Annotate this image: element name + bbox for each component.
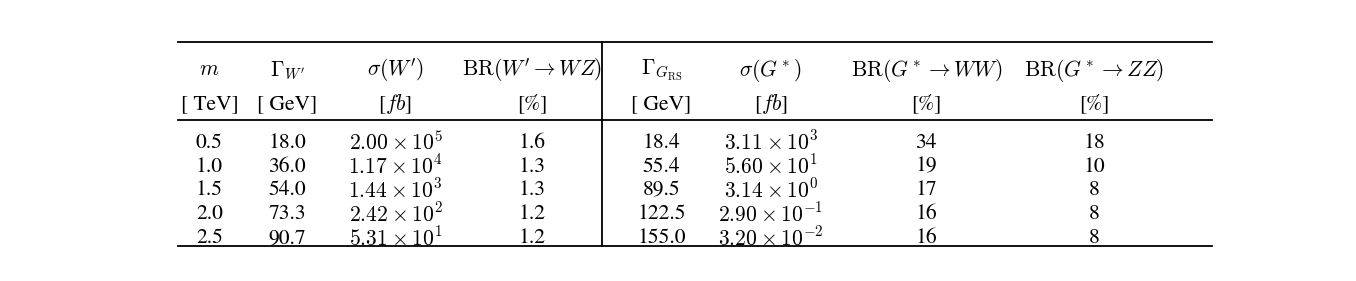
Text: 55.4: 55.4 bbox=[643, 157, 681, 177]
Text: 1.5: 1.5 bbox=[195, 181, 222, 200]
Text: 8: 8 bbox=[1089, 181, 1100, 200]
Text: 89.5: 89.5 bbox=[643, 181, 681, 200]
Text: [ GeV]: [ GeV] bbox=[258, 94, 317, 114]
Text: 18: 18 bbox=[1083, 133, 1105, 153]
Text: $m$: $m$ bbox=[199, 61, 220, 80]
Text: 2.5: 2.5 bbox=[197, 228, 222, 248]
Text: $1.17\times10^{4}$: $1.17\times10^{4}$ bbox=[348, 155, 442, 179]
Text: 54.0: 54.0 bbox=[268, 181, 306, 200]
Text: $5.31\times10^{1}$: $5.31\times10^{1}$ bbox=[348, 226, 442, 250]
Text: 155.0: 155.0 bbox=[637, 228, 686, 248]
Text: 17: 17 bbox=[915, 181, 937, 200]
Text: [%]: [%] bbox=[911, 94, 941, 114]
Text: 1.6: 1.6 bbox=[518, 133, 545, 153]
Text: 73.3: 73.3 bbox=[268, 205, 306, 224]
Text: 1.2: 1.2 bbox=[518, 205, 545, 224]
Text: [ GeV]: [ GeV] bbox=[631, 94, 692, 114]
Text: 0.5: 0.5 bbox=[197, 133, 222, 153]
Text: 2.0: 2.0 bbox=[197, 205, 222, 224]
Text: 1.3: 1.3 bbox=[518, 157, 545, 177]
Text: 122.5: 122.5 bbox=[637, 205, 686, 224]
Text: 16: 16 bbox=[915, 205, 937, 224]
Text: [%]: [%] bbox=[517, 94, 548, 114]
Text: [$fb$]: [$fb$] bbox=[754, 92, 788, 116]
Text: 1.0: 1.0 bbox=[195, 157, 222, 177]
Text: $1.44\times10^{3}$: $1.44\times10^{3}$ bbox=[348, 179, 442, 202]
Text: $\Gamma_{W^{\prime}}$: $\Gamma_{W^{\prime}}$ bbox=[270, 60, 305, 81]
Text: $\Gamma_{G_{\mathrm{RS}}}$: $\Gamma_{G_{\mathrm{RS}}}$ bbox=[640, 58, 682, 83]
Text: 8: 8 bbox=[1089, 228, 1100, 248]
Text: 18.4: 18.4 bbox=[643, 133, 681, 153]
Text: 34: 34 bbox=[915, 133, 937, 153]
Text: $5.60\times10^{1}$: $5.60\times10^{1}$ bbox=[724, 155, 818, 179]
Text: $3.20\times10^{-2}$: $3.20\times10^{-2}$ bbox=[717, 226, 823, 250]
Text: 10: 10 bbox=[1083, 157, 1105, 177]
Text: 1.2: 1.2 bbox=[518, 228, 545, 248]
Text: $\mathrm{BR}(G^* \to WW)$: $\mathrm{BR}(G^* \to WW)$ bbox=[850, 57, 1002, 84]
Text: $2.90\times10^{-1}$: $2.90\times10^{-1}$ bbox=[719, 203, 823, 226]
Text: $2.42\times10^{2}$: $2.42\times10^{2}$ bbox=[348, 203, 442, 226]
Text: $\mathrm{BR}(W^{\prime} \to WZ)$: $\mathrm{BR}(W^{\prime} \to WZ)$ bbox=[462, 57, 602, 84]
Text: $\sigma(W^{\prime})$: $\sigma(W^{\prime})$ bbox=[367, 57, 424, 84]
Text: [ TeV]: [ TeV] bbox=[180, 94, 239, 114]
Text: 18.0: 18.0 bbox=[268, 133, 306, 153]
Text: $3.14\times10^{0}$: $3.14\times10^{0}$ bbox=[724, 179, 818, 202]
Text: 1.3: 1.3 bbox=[518, 181, 545, 200]
Text: 90.7: 90.7 bbox=[268, 228, 306, 248]
Text: 16: 16 bbox=[915, 228, 937, 248]
Text: $3.11\times10^{3}$: $3.11\times10^{3}$ bbox=[724, 131, 818, 155]
Text: [$fb$]: [$fb$] bbox=[378, 92, 412, 116]
Text: 36.0: 36.0 bbox=[268, 157, 306, 177]
Text: [%]: [%] bbox=[1079, 94, 1109, 114]
Text: $\mathrm{BR}(G^* \to ZZ)$: $\mathrm{BR}(G^* \to ZZ)$ bbox=[1024, 57, 1165, 84]
Text: 8: 8 bbox=[1089, 205, 1100, 224]
Text: $\sigma(G^*)$: $\sigma(G^*)$ bbox=[739, 57, 801, 84]
Text: 19: 19 bbox=[915, 157, 937, 177]
Text: $2.00\times10^{5}$: $2.00\times10^{5}$ bbox=[348, 131, 442, 155]
